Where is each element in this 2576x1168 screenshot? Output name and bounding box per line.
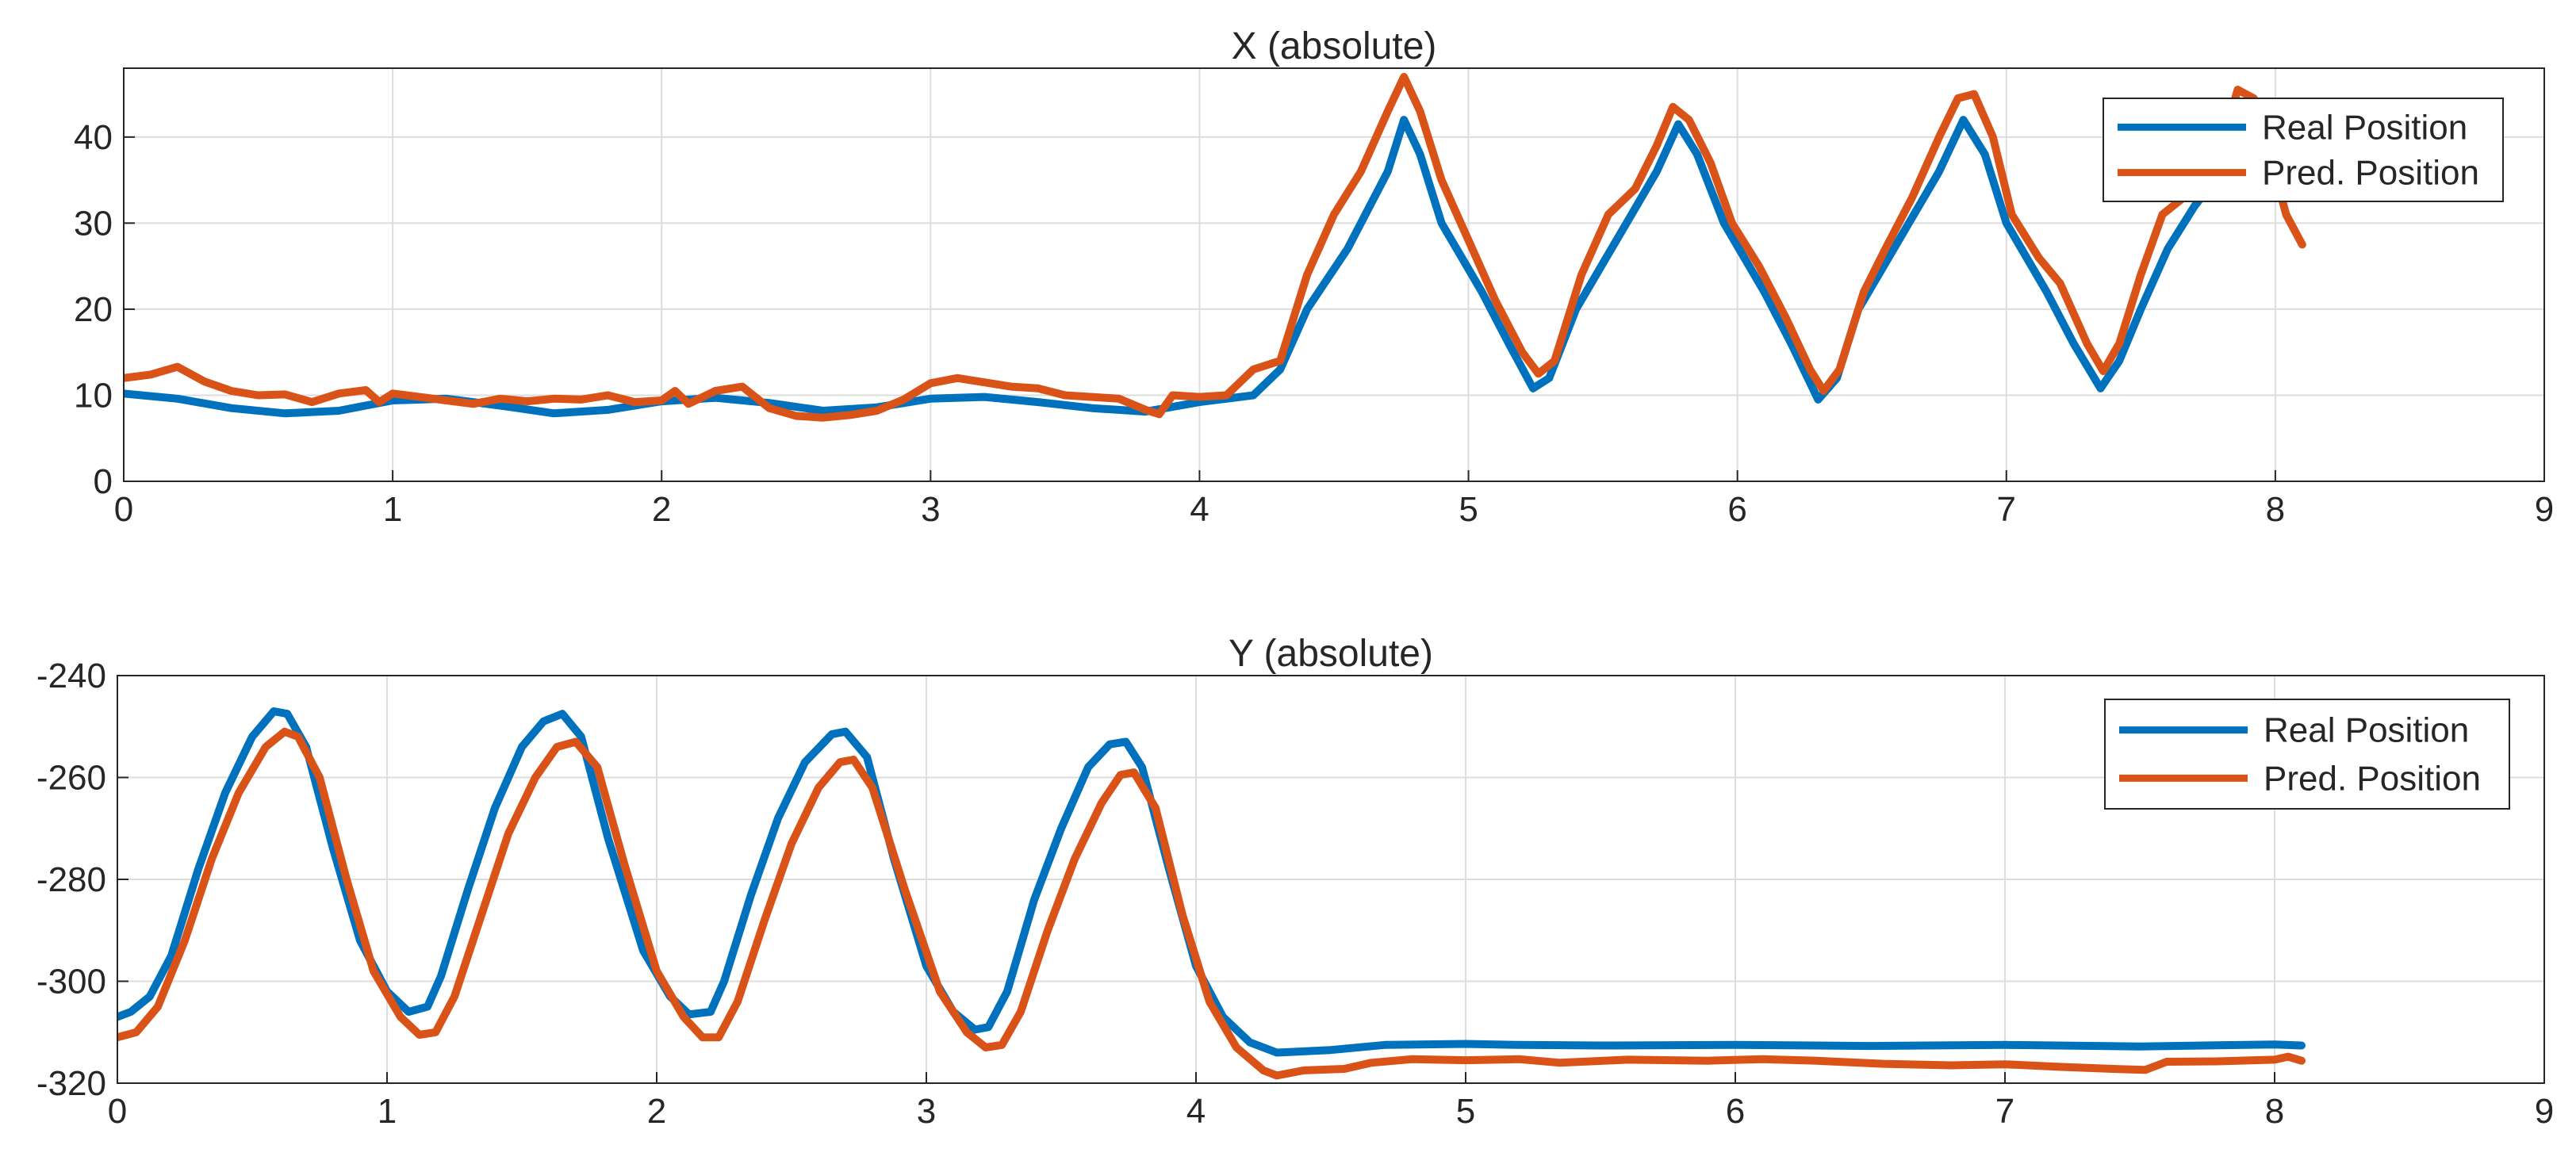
x-tick-label: 0 [108,1092,127,1131]
x-tick-label: 1 [383,490,402,529]
y-tick-label: 40 [74,118,113,157]
plot-frame [117,675,2545,1084]
series-line-pred-position [117,727,2306,1080]
x-tick-label: 9 [2535,490,2554,529]
x-tick-label: 0 [114,490,133,529]
legend-label-real-position: Real Position [2264,711,2469,750]
series-lines [124,72,2306,422]
y-tick-label: 0 [94,462,113,501]
series-lines [117,707,2306,1080]
x-tick-label: 1 [378,1092,397,1131]
legend-label-pred-position: Pred. Position [2262,154,2479,193]
chart-title: X (absolute) [1232,25,1437,67]
series-line-pred-position [124,72,2306,422]
y-tick-label: -280 [36,860,106,899]
legend-box [2104,699,2510,810]
x-tick-label: 6 [1727,490,1746,529]
chart-title: Y (absolute) [1229,633,1433,675]
plot-frame [123,67,2545,482]
x-tick-label: 5 [1456,1092,1475,1131]
y-tick-label: -320 [36,1064,106,1103]
x-tick-label: 4 [1186,1092,1206,1131]
tick-labels: 0 1 2 3 4 5 6 7 8 9 0 10 20 30 40 [74,118,2554,529]
y-tick-label: 30 [74,204,113,243]
y-tick-label: -240 [36,657,106,695]
x-tick-label: 2 [652,490,671,529]
axes-y-absolute: Y (absolute) 0 1 2 3 4 5 6 7 8 9 -320 -300 -280 -260 -… [36,633,2554,1131]
legend-box [2103,98,2504,202]
y-tick-label: 20 [74,290,113,329]
x-tick-label: 5 [1459,490,1478,529]
series-line-real-position [124,116,2226,418]
x-tick-label: 7 [1997,490,2016,529]
series-line-real-position [117,707,2306,1057]
x-tick-label: 8 [2266,490,2285,529]
y-tick-label: -260 [36,759,106,798]
x-tick-label: 7 [1995,1092,2014,1131]
x-tick-label: 3 [921,490,940,529]
legend: Real Position Pred. Position [2104,699,2510,810]
legend: Real Position Pred. Position [2103,98,2504,202]
legend-label-real-position: Real Position [2262,108,2467,147]
x-tick-label: 8 [2265,1092,2284,1131]
x-tick-label: 2 [647,1092,666,1131]
axes-x-absolute: X (absolute) 0 1 2 3 4 5 6 7 8 9 0 10 20 30 40 Real Po… [74,25,2554,529]
x-tick-label: 9 [2535,1092,2554,1131]
y-tick-label: -300 [36,963,106,1001]
x-tick-label: 6 [1726,1092,1745,1131]
y-tick-label: 10 [74,376,113,415]
x-tick-label: 4 [1190,490,1209,529]
legend-label-pred-position: Pred. Position [2264,759,2481,798]
x-tick-label: 3 [917,1092,936,1131]
